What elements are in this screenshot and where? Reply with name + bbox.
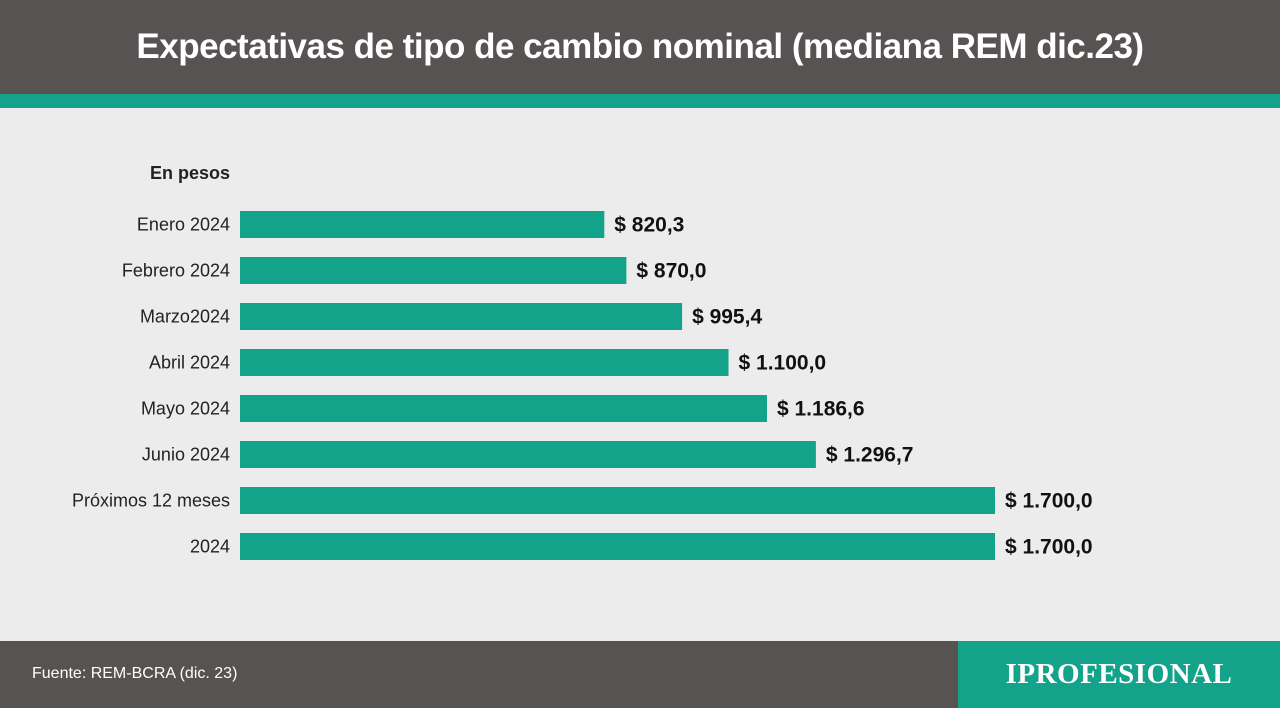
bar (240, 441, 816, 468)
category-label: 2024 (190, 537, 230, 557)
chart-area: En pesos Enero 2024 $ 820,3 Febrero 2024 $ … (0, 108, 1280, 641)
value-label: $ 1.700,0 (1005, 536, 1093, 559)
category-label: Febrero 2024 (122, 261, 230, 281)
value-label: $ 1.100,0 (739, 352, 827, 375)
category-label: Abril 2024 (149, 353, 230, 373)
bar-chart: En pesos Enero 2024 $ 820,3 Febrero 2024 $ … (72, 163, 1093, 560)
brand-logo: IPROFESIONAL (1005, 658, 1233, 690)
value-label: $ 995,4 (692, 306, 762, 329)
category-label: Mayo 2024 (141, 399, 230, 419)
value-label: $ 1.186,6 (777, 398, 865, 421)
brand-box: IPROFESIONAL (958, 641, 1280, 708)
value-label: $ 1.296,7 (826, 444, 914, 467)
category-label: Enero 2024 (137, 215, 230, 235)
bar (240, 349, 729, 376)
value-label: $ 820,3 (614, 214, 684, 237)
unit-label: En pesos (150, 163, 230, 183)
accent-strip (0, 94, 1280, 108)
bar (240, 487, 995, 514)
category-label: Marzo2024 (140, 307, 230, 327)
bar (240, 303, 683, 330)
footer-bar: Fuente: REM-BCRA (dic. 23) IPROFESIONAL (0, 641, 1280, 708)
bar (240, 257, 627, 284)
category-label: Próximos 12 meses (72, 491, 230, 511)
bar (240, 211, 605, 238)
bar (240, 395, 767, 422)
bars-group: Enero 2024 $ 820,3 Febrero 2024 $ 870,0 Marz… (72, 211, 1093, 560)
chart-title: Expectativas de tipo de cambio nominal (… (136, 27, 1144, 66)
value-label: $ 1.700,0 (1005, 490, 1093, 513)
value-label: $ 870,0 (636, 260, 706, 283)
bar (240, 533, 995, 560)
category-label: Junio 2024 (142, 445, 230, 465)
source-note: Fuente: REM-BCRA (dic. 23) (32, 665, 238, 682)
header-bar: Expectativas de tipo de cambio nominal (… (0, 0, 1280, 94)
